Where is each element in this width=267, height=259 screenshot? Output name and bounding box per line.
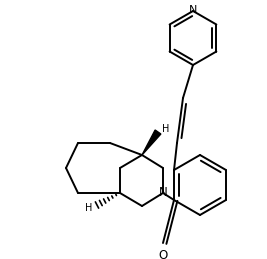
Text: N: N	[189, 5, 197, 15]
Text: H: H	[85, 203, 93, 213]
Polygon shape	[142, 130, 161, 155]
Text: O: O	[158, 249, 168, 259]
Text: N: N	[159, 186, 167, 199]
Text: H: H	[162, 124, 169, 134]
